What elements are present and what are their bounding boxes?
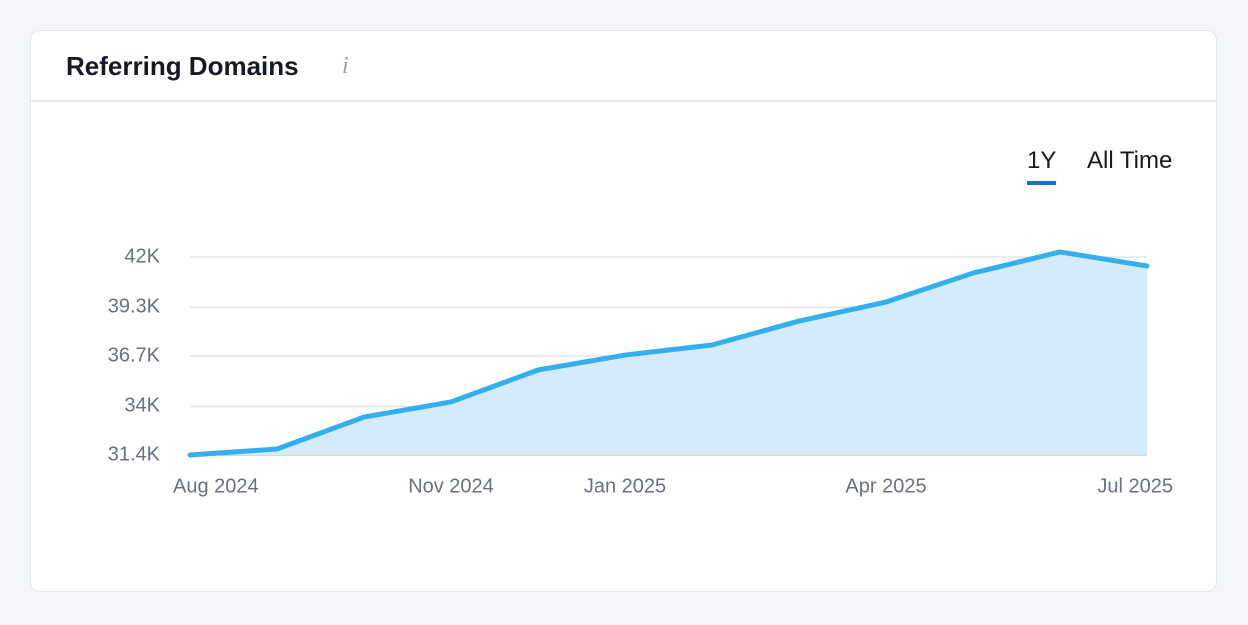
area [190, 251, 1147, 455]
x-tick-label: Nov 2024 [408, 475, 494, 497]
card-header: Referring Domains i [31, 31, 1216, 102]
y-tick-label: 36.7K [108, 344, 161, 366]
y-tick-label: 31.4K [108, 443, 161, 465]
x-tick-label: Jan 2025 [584, 475, 666, 497]
x-tick-label: Jul 2025 [1097, 475, 1173, 497]
info-icon[interactable]: i [342, 53, 349, 79]
y-tick-label: 39.3K [108, 296, 161, 318]
x-tick-label: Apr 2025 [845, 475, 926, 497]
title: Referring Domains [66, 51, 299, 81]
y-tick-label: 34K [124, 395, 160, 417]
line [187, 249, 1150, 458]
period-button[interactable]: 1Y [1027, 147, 1057, 185]
period-button[interactable]: All Time [1087, 147, 1173, 174]
x-tick-label: Aug 2024 [173, 475, 259, 497]
y-tick-label: 42K [124, 245, 160, 267]
